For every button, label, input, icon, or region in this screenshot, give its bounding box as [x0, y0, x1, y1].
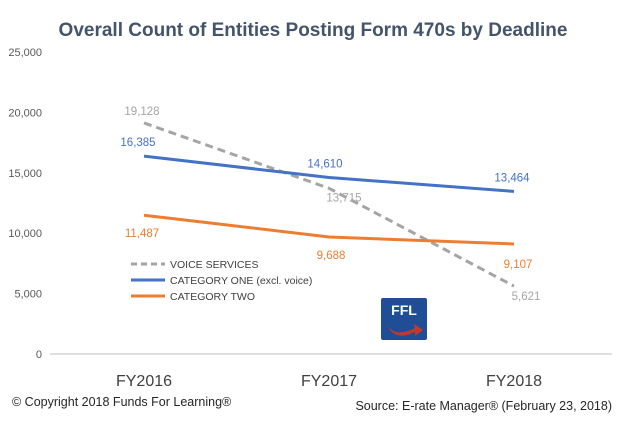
data-label: 5,621: [512, 291, 541, 303]
legend-label: CATEGORY TWO: [170, 291, 255, 303]
copyright-text: © Copyright 2018 Funds For Learning®: [12, 395, 232, 409]
y-tick-label: 15,000: [8, 168, 42, 180]
y-tick-label: 25,000: [8, 47, 42, 59]
source-text: Source: E-rate Manager® (February 23, 20…: [355, 399, 612, 413]
data-labels: 19,128 13,715 5,621 16,385 14,610 13,464 11,48…: [120, 106, 540, 303]
data-label: 9,107: [504, 259, 533, 271]
data-label: 11,487: [125, 228, 159, 240]
series-line-1: [143, 121, 515, 288]
data-label: 19,128: [124, 106, 159, 118]
data-label: 14,610: [307, 159, 342, 171]
y-axis: 0 5,000 10,000 15,000 20,000 25,000: [8, 47, 42, 361]
series-lines: [143, 121, 515, 288]
x-tick-label: FY2018: [486, 373, 542, 390]
data-label: 16,385: [120, 137, 155, 149]
x-axis: FY2016 FY2017 FY2018: [116, 373, 542, 390]
legend-label: VOICE SERVICES: [170, 259, 259, 271]
y-tick-label: 5,000: [14, 289, 42, 301]
ffl-logo: FFL: [381, 298, 427, 340]
y-tick-label: 10,000: [8, 228, 42, 240]
data-label: 13,464: [494, 172, 530, 184]
legend: VOICE SERVICES CATEGORY ONE (excl. voice)…: [131, 259, 312, 303]
series-line-3: [143, 213, 515, 246]
x-tick-label: FY2016: [116, 373, 172, 390]
y-tick-label: 20,000: [8, 107, 42, 119]
series-line-2: [143, 154, 515, 193]
logo-text: FFL: [391, 302, 417, 318]
y-tick-label: 0: [36, 349, 42, 361]
logo-arrow-icon: [387, 324, 423, 336]
chart-title: Overall Count of Entities Posting Form 4…: [59, 20, 568, 41]
data-label: 13,715: [326, 192, 361, 204]
x-tick-label: FY2017: [301, 373, 357, 390]
legend-label: CATEGORY ONE (excl. voice): [170, 275, 312, 287]
data-label: 9,688: [317, 250, 346, 262]
